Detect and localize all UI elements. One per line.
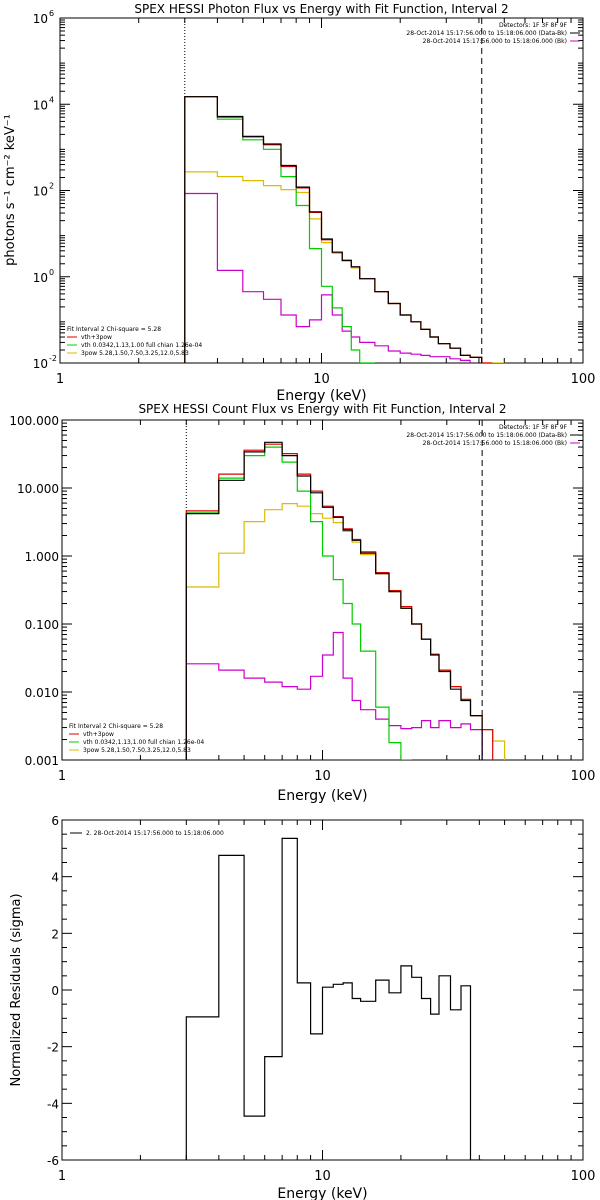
legend-top-right-text: Detectors: 1F 3F 8F 9F — [499, 424, 568, 431]
series-0-line — [184, 96, 483, 363]
fit-legend-entry: 3pow 5.28,1.50,7.50,3.25,12.0,5.83 — [81, 350, 189, 357]
fit-legend-entry: vth+3pow — [81, 334, 112, 341]
x-tick-label: 1 — [58, 1169, 66, 1184]
y-tick-exponent: -2 — [49, 354, 57, 363]
x-tick-label: 100 — [571, 769, 596, 784]
y-tick-label: -4 — [47, 1097, 59, 1111]
x-axis-label: Energy (keV) — [277, 1186, 367, 1200]
series-3-line — [184, 171, 505, 363]
y-axis-label: photons s⁻¹ cm⁻² keV⁻¹ — [3, 114, 18, 266]
series-4-line — [185, 631, 483, 760]
x-tick-label: 1 — [58, 769, 66, 784]
chart-title: SPEX HESSI Count Flux vs Energy with Fit… — [138, 402, 506, 416]
legend-top-right-text: 28-Oct-2014 15:17:56.000 to 15:18:06.000… — [406, 432, 567, 439]
plot-frame — [61, 419, 584, 761]
x-tick-label: 10 — [313, 372, 330, 387]
fit-legend-entry: vth 0.0342,1.13,1.00 full chian 1.26e-04 — [81, 342, 202, 349]
chart-title: SPEX HESSI Photon Flux vs Energy with Fi… — [134, 2, 508, 16]
y-tick-label: 1.000 — [25, 550, 59, 564]
legend-top-right-text: Detectors: 1F 3F 8F 9F — [499, 22, 568, 29]
fit-legend-entry: vth+3pow — [83, 731, 114, 738]
y-tick-label: 10 — [33, 12, 48, 26]
panel-residuals: 1 10 100 -6 -4 -2 0 2 4 6 Energy (keV) Normalized R… — [9, 814, 595, 1200]
series-1-line — [185, 443, 494, 760]
y-tick-label: 100.000 — [9, 414, 59, 428]
series-2-line — [184, 96, 375, 363]
legend-top-right-text: 28-Oct-2014 15:17:56.000 to 15:18:06.000… — [423, 38, 567, 45]
y-axis-label: Normalized Residuals (sigma) — [9, 893, 24, 1086]
x-axis-label: Energy (keV) — [277, 788, 367, 804]
fit-legend-entry: 3pow 5.28,1.50,7.50,3.25,12.0,5.83 — [83, 747, 191, 754]
y-tick-label: 10.000 — [17, 482, 59, 496]
y-tick-label: 0 — [51, 984, 59, 998]
y-tick-label: 4 — [51, 871, 59, 885]
fit-legend-header: Fit Interval 2 Chi-square = 5.28 — [69, 723, 163, 730]
y-tick-label: 6 — [51, 814, 59, 828]
y-tick-label: 0.010 — [25, 686, 59, 700]
y-tick-label: 0.100 — [25, 618, 59, 632]
panel-count-flux: SPEX HESSI Count Flux vs Energy with Fit… — [9, 402, 595, 804]
y-tick-label: 10 — [33, 271, 48, 285]
y-tick-label: 10 — [33, 98, 48, 112]
y-tick-label: 2 — [51, 927, 59, 941]
fit-legend-entry: vth 0.0342,1.13,1.00 full chian 1.26e-04 — [83, 739, 204, 746]
y-tick-label: 0.001 — [25, 754, 59, 768]
y-tick-exponent: 2 — [49, 182, 54, 191]
y-tick-label: 10 — [33, 185, 48, 199]
fit-legend-header: Fit Interval 2 Chi-square = 5.28 — [67, 326, 161, 333]
x-tick-label: 100 — [571, 372, 596, 387]
legend-top-right-text: 28-Oct-2014 15:17:56.000 to 15:18:06.000… — [423, 440, 567, 447]
y-tick-label: -6 — [47, 1154, 59, 1168]
series-3-line — [185, 503, 506, 760]
legend-top-right-text: 28-Oct-2014 15:17:56.000 to 15:18:06.000… — [406, 30, 567, 37]
y-tick-exponent: 4 — [49, 95, 54, 104]
y-tick-exponent: 6 — [49, 9, 54, 18]
series-0-line — [185, 441, 483, 760]
series-1-line — [184, 96, 493, 363]
x-tick-label: 100 — [571, 1169, 596, 1184]
x-tick-label: 10 — [314, 769, 331, 784]
series-4-line — [184, 192, 471, 363]
series-2-line — [185, 446, 412, 760]
y-tick-label: -2 — [47, 1041, 59, 1055]
legend-top-left-text: 2. 28-Oct-2014 15:17:56.000 to 15:18:06.… — [86, 830, 224, 837]
y-tick-label: 10 — [33, 357, 48, 371]
x-axis-label: Energy (keV) — [276, 388, 366, 404]
x-tick-label: 1 — [56, 372, 64, 387]
y-tick-exponent: 0 — [49, 268, 54, 277]
series-0-line — [185, 837, 483, 1160]
x-tick-label: 10 — [314, 1169, 331, 1184]
panel-photon-flux: SPEX HESSI Photon Flux vs Energy with Fi… — [3, 2, 595, 404]
